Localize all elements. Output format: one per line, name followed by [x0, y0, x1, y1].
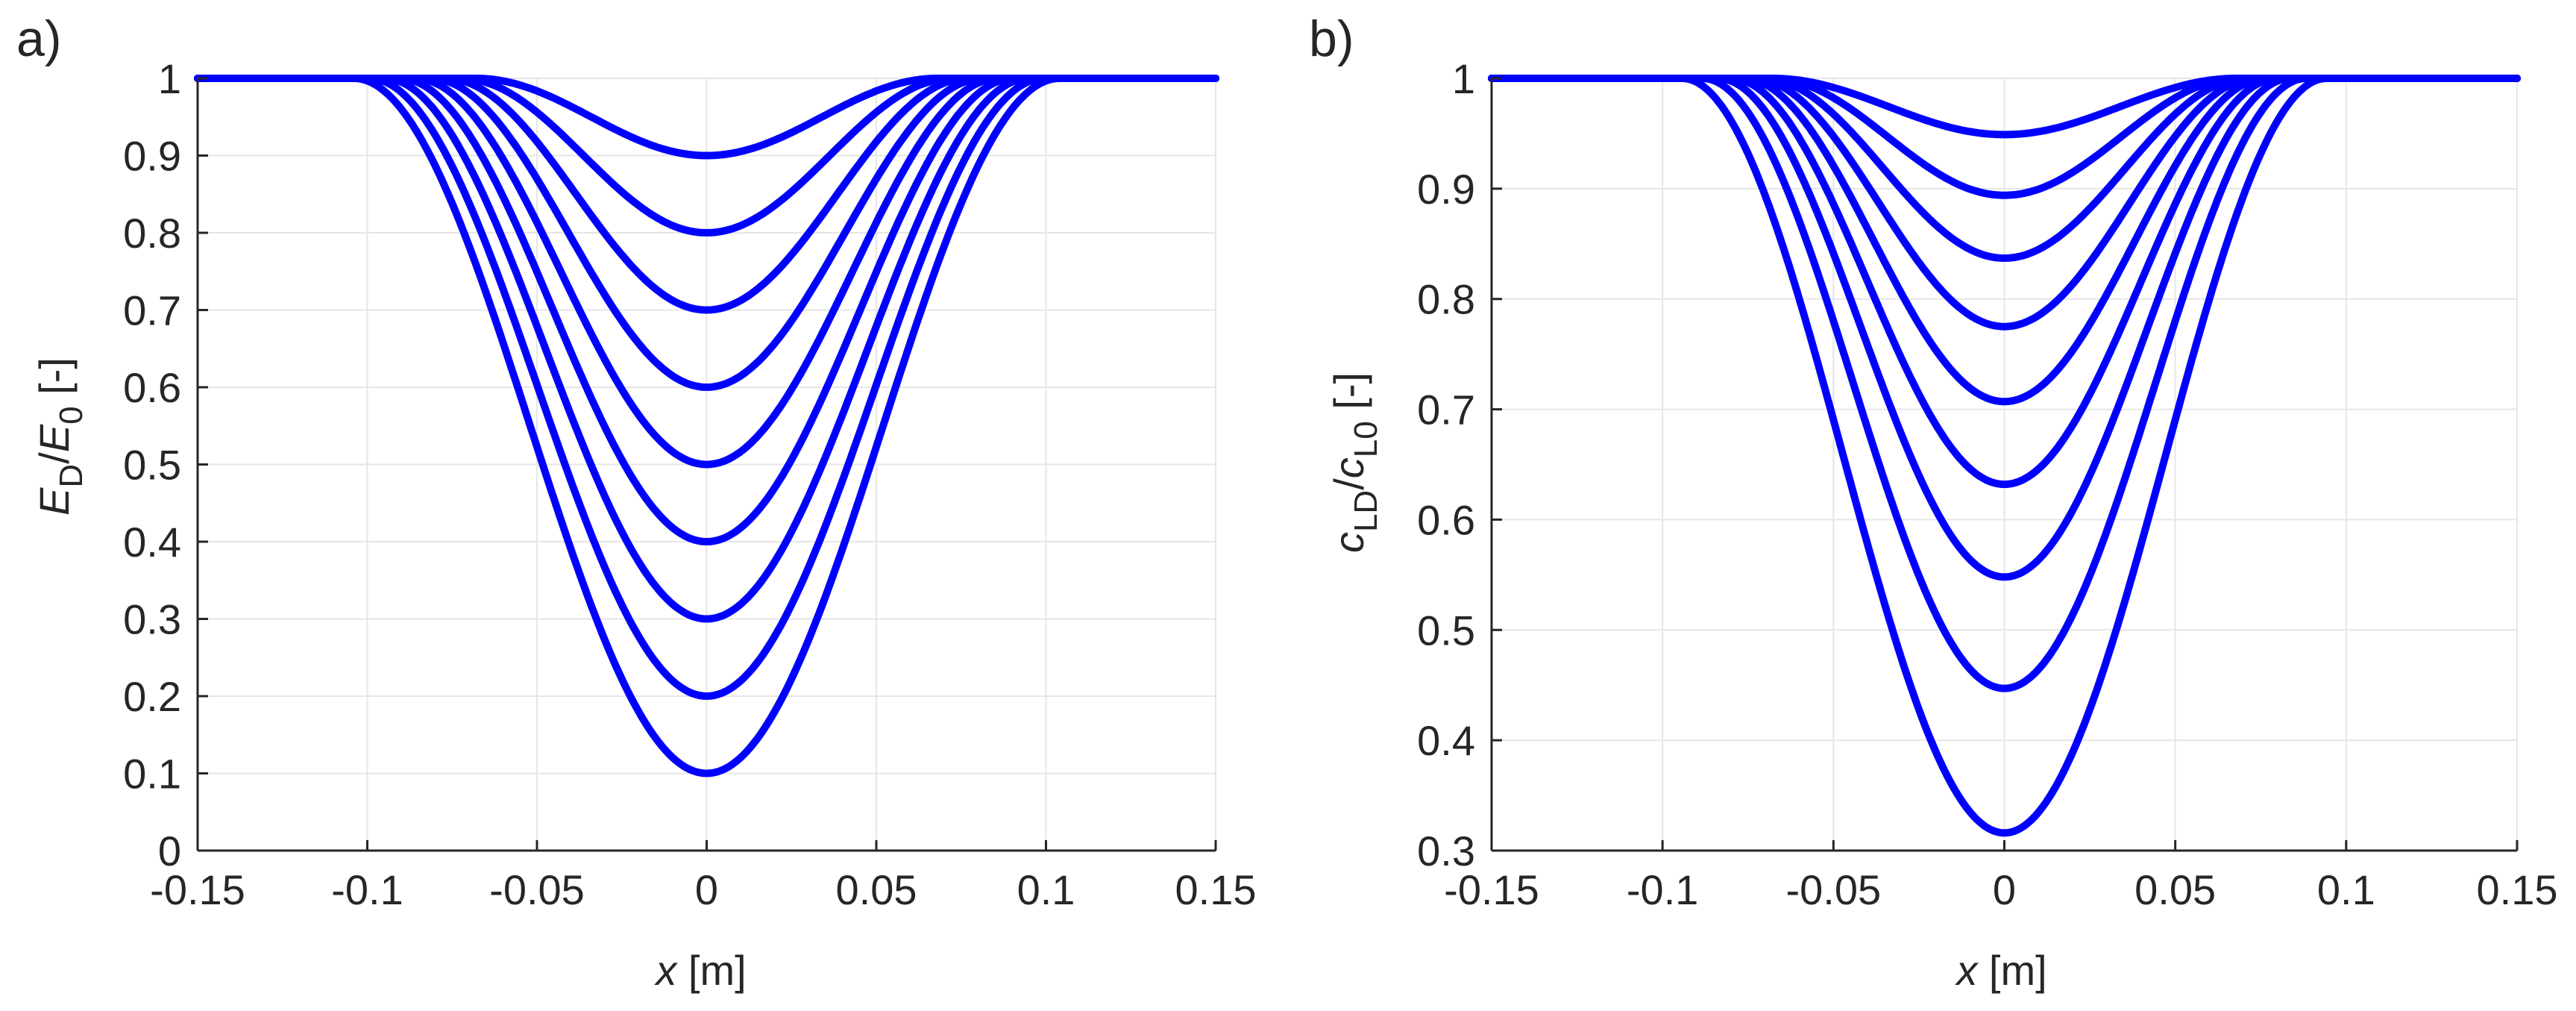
y-tick-label-b-5: 0.8: [1417, 276, 1475, 323]
y-tick-label-a-5: 0.5: [123, 442, 181, 489]
y-tick-label-a-1: 0.1: [123, 751, 181, 798]
x-tick-label-a-5: 0.1: [1017, 866, 1075, 913]
x-tick-label-a-1: -0.1: [331, 866, 403, 913]
x-tick-label-a-6: 0.15: [1175, 866, 1257, 913]
y-tick-label-a-9: 0.9: [123, 133, 181, 180]
series-group-b: [1488, 75, 2521, 837]
y-label-base2-b: c: [1325, 457, 1372, 478]
x-axis-unit-b: [m]: [1977, 947, 2046, 994]
panel-a: -0.15 -0.1 -0.05 0 0.05 0.1 0.15 0 0.1 0.2 0.3 0.4 0…: [16, 10, 1257, 994]
y-label-sub1-b: LD: [1348, 490, 1384, 532]
y-label-base2-a: E: [31, 424, 78, 452]
x-tick-label-a-3: 0: [695, 866, 718, 913]
y-tick-label-b-6: 0.9: [1417, 166, 1475, 213]
panel-b: -0.15 -0.1 -0.05 0 0.05 0.1 0.15 0.3 0.4 0.5 0.6 0.…: [1309, 10, 2558, 994]
x-axis-unit-a: [m]: [676, 947, 746, 994]
y-label-unit-a: [-]: [31, 357, 78, 406]
x-axis-label-b: x [m]: [1954, 947, 2046, 994]
y-tick-label-a-3: 0.3: [123, 596, 181, 643]
ticks-b: -0.15 -0.1 -0.05 0 0.05 0.1 0.15 0.3 0.4 0.5 0.6 0.…: [1417, 55, 2557, 913]
x-tick-label-b-3: 0: [1993, 866, 2016, 913]
y-axis-label-b: cLD/cL0 [-]: [1325, 372, 1384, 553]
x-axis-var-a: x: [653, 947, 678, 994]
panel-label-a: a): [16, 10, 61, 67]
y-label-base1-a: E: [31, 487, 78, 516]
y-label-slash-b: /: [1325, 478, 1372, 490]
y-tick-label-b-0: 0.3: [1417, 827, 1475, 874]
x-tick-label-b-2: -0.05: [1786, 866, 1882, 913]
y-label-base1-b: c: [1325, 532, 1372, 553]
x-axis-var-b: x: [1954, 947, 1979, 994]
x-tick-label-b-5: 0.1: [2317, 866, 2375, 913]
series-line-b-8: [1488, 75, 2521, 837]
x-axis-label-a: x [m]: [653, 947, 746, 994]
x-tick-label-a-0: -0.15: [150, 866, 245, 913]
series-line-a-8: [194, 75, 1219, 777]
y-tick-label-a-7: 0.7: [123, 287, 181, 334]
ticks-a: -0.15 -0.1 -0.05 0 0.05 0.1 0.15 0 0.1 0.2 0.3 0.4 0…: [123, 55, 1256, 913]
y-label-sub1-a: D: [53, 464, 89, 488]
panel-label-b: b): [1309, 10, 1354, 67]
y-label-sub2-a: 0: [53, 406, 89, 424]
x-tick-label-b-4: 0.05: [2134, 866, 2216, 913]
y-tick-label-b-2: 0.5: [1417, 607, 1475, 654]
y-tick-label-b-7: 1: [1452, 55, 1475, 102]
y-tick-label-b-1: 0.4: [1417, 717, 1475, 764]
y-label-slash-a: /: [31, 452, 78, 464]
x-tick-label-b-1: -0.1: [1627, 866, 1699, 913]
y-tick-label-a-4: 0.4: [123, 519, 181, 566]
y-tick-label-a-0: 0: [158, 827, 181, 874]
y-tick-label-a-2: 0.2: [123, 673, 181, 720]
y-tick-label-b-4: 0.7: [1417, 386, 1475, 433]
x-tick-label-a-4: 0.05: [836, 866, 917, 913]
y-label-unit-b: [-]: [1325, 372, 1372, 421]
x-tick-label-b-0: -0.15: [1444, 866, 1539, 913]
y-tick-label-a-6: 0.6: [123, 364, 181, 411]
y-tick-label-a-10: 1: [158, 55, 181, 102]
y-tick-label-a-8: 0.8: [123, 210, 181, 257]
y-axis-label-a: ED/E0 [-]: [31, 357, 89, 516]
x-tick-label-b-6: 0.15: [2477, 866, 2558, 913]
series-group-a: [194, 75, 1219, 777]
y-tick-label-b-3: 0.6: [1417, 496, 1475, 543]
x-tick-label-a-2: -0.05: [489, 866, 585, 913]
y-label-sub2-b: L0: [1348, 421, 1384, 457]
